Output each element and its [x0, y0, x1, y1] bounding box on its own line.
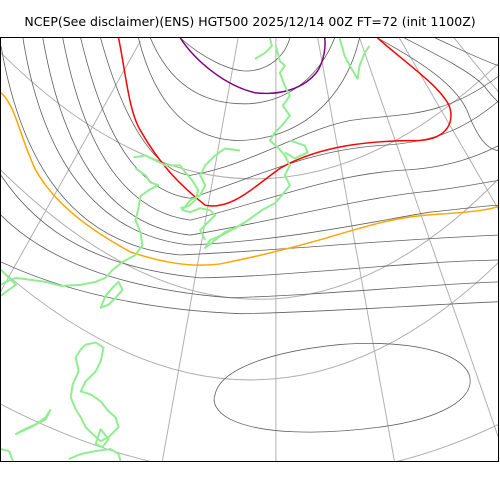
contour-line — [435, 38, 498, 66]
meridian-line — [453, 38, 498, 93]
contour-line — [62, 38, 498, 221]
contour-line — [100, 38, 498, 176]
closed-contour-line — [213, 343, 471, 433]
contour-5400-line — [1, 92, 498, 266]
map-title: NCEP(See disclaimer)(ENS) HGT500 2025/12… — [24, 14, 476, 29]
contour-line — [180, 38, 291, 72]
meridian-line — [317, 38, 395, 461]
coastline — [68, 448, 122, 461]
graticule-parallels — [1, 52, 498, 461]
map-canvas — [1, 38, 498, 461]
coastline — [69, 341, 120, 443]
parallel-line — [1, 52, 498, 180]
coastline — [99, 280, 124, 309]
parallel-line — [1, 403, 498, 461]
coastline — [1, 167, 160, 287]
coastlines — [1, 38, 371, 461]
contour-line — [138, 38, 360, 141]
coastline — [204, 38, 291, 250]
coastline — [94, 428, 110, 449]
contour-line — [42, 38, 498, 236]
contour-5100-line — [179, 38, 326, 95]
meridian-line — [161, 38, 239, 461]
graticule-meridians — [1, 38, 498, 461]
parallel-line — [1, 170, 498, 300]
parallel-line — [1, 262, 498, 381]
coastline — [1, 269, 17, 297]
contour-line — [404, 38, 498, 103]
contour-line — [377, 38, 498, 151]
contour-line — [22, 38, 498, 246]
contour-5700-line — [117, 38, 452, 207]
meridian-line — [1, 40, 141, 292]
contour-line — [150, 38, 336, 105]
coastline — [1, 448, 14, 461]
coastline — [14, 408, 52, 436]
contour-line — [1, 214, 498, 299]
contour-line — [1, 175, 498, 279]
coastline — [284, 139, 309, 160]
coastline — [338, 38, 371, 80]
coastline — [181, 147, 241, 241]
contour-line — [1, 45, 498, 256]
coastline — [133, 154, 200, 210]
contour-line — [1, 261, 498, 315]
map-frame — [0, 37, 499, 462]
